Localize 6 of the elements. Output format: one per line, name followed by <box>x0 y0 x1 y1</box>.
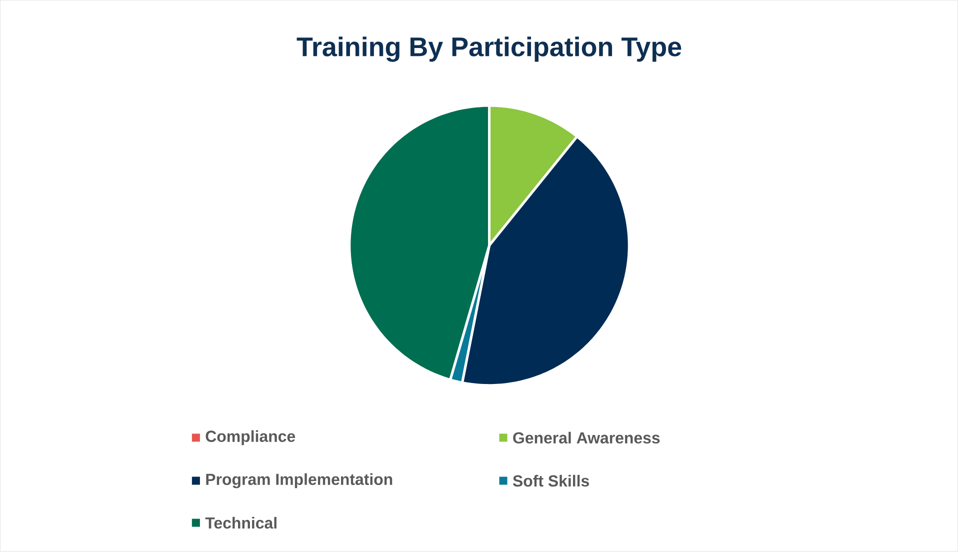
chart-title: Training By Participation Type <box>296 36 682 62</box>
legend-label: General Awareness <box>513 432 660 444</box>
legend-label: Compliance <box>206 430 296 446</box>
legend-label: Soft Skills <box>512 475 589 487</box>
legend-label: Program Implementation <box>206 474 392 488</box>
legend-label: Technical <box>205 517 276 529</box>
